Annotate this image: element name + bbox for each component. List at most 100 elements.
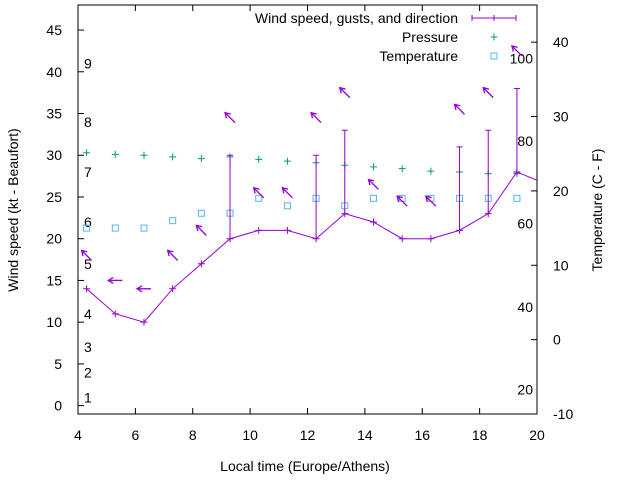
gust-bar	[313, 154, 320, 239]
beaufort-labels: 1 2 3 4 5 6 7 8 9	[84, 55, 92, 405]
wind-point	[484, 210, 492, 218]
wind-point	[169, 285, 177, 293]
wind-point	[83, 285, 91, 293]
pressure-point	[197, 155, 205, 163]
y-tick-label: 25	[46, 189, 62, 205]
wind-point	[283, 226, 291, 234]
x-tick-label: 12	[300, 427, 316, 443]
direction-arrow	[224, 111, 236, 124]
gust-bars	[227, 87, 520, 239]
pressure-series	[83, 149, 521, 178]
direction-arrow	[281, 186, 293, 199]
fahrenheit-label: 40	[517, 299, 533, 315]
gust-bar	[227, 154, 234, 239]
y-tick-label: 0	[54, 398, 62, 414]
wind-point	[226, 235, 234, 243]
legend-swatch-pressure	[490, 33, 498, 41]
y2-axis-label: Temperature (C - F)	[589, 149, 605, 272]
gust-bar	[341, 129, 348, 214]
y-tick-label: 20	[46, 231, 62, 247]
wind-point	[140, 318, 148, 326]
beaufort-label: 8	[84, 114, 92, 130]
wind-series	[83, 168, 538, 326]
y-tick-label: 35	[46, 106, 62, 122]
wind-line	[86, 171, 538, 323]
beaufort-label: 3	[84, 339, 92, 355]
beaufort-label: 9	[84, 55, 92, 71]
temperature-point	[111, 224, 119, 232]
y2-tick-label: -10	[553, 406, 573, 422]
y-axis-label: Wind speed (kt - Beaufort)	[5, 128, 21, 291]
pressure-point	[83, 149, 91, 157]
y-tick-label: 30	[46, 147, 62, 163]
y2-tick-label: 10	[553, 257, 569, 273]
beaufort-label: 6	[84, 214, 92, 230]
wind-point	[513, 168, 521, 176]
x-tick-label: 6	[131, 427, 139, 443]
y2-tick-label: 40	[553, 34, 569, 50]
pressure-point	[255, 155, 263, 163]
pressure-point	[398, 165, 406, 173]
direction-arrow	[396, 195, 408, 207]
pressure-point	[369, 163, 377, 171]
beaufort-label: 1	[84, 389, 92, 405]
wind-point	[398, 235, 406, 243]
temperature-point	[369, 194, 377, 202]
y-tick-label: 15	[46, 272, 62, 288]
legend-swatch-temperature	[490, 52, 498, 60]
wind-point	[341, 210, 349, 218]
wind-point	[427, 235, 435, 243]
temperature-point	[140, 224, 148, 232]
direction-arrow	[252, 186, 265, 199]
x-tick-label: 14	[357, 427, 373, 443]
gust-bar	[456, 146, 463, 231]
plot-frame	[77, 4, 538, 415]
temperature-point	[255, 194, 263, 202]
direction-arrow	[195, 224, 207, 236]
gust-bar	[513, 87, 520, 172]
fahrenheit-label: 60	[517, 216, 533, 232]
temperature-point	[83, 224, 91, 232]
direction-arrow	[166, 249, 179, 261]
temperature-point	[169, 217, 177, 225]
temperature-point	[283, 202, 291, 210]
x-axis-label: Local time (Europe/Athens)	[220, 458, 390, 474]
beaufort-label: 4	[84, 306, 92, 322]
x-tick-label: 16	[414, 427, 430, 443]
fahrenheit-label: 100	[510, 51, 534, 67]
direction-arrow	[453, 103, 466, 115]
x-tick-label: 4	[74, 427, 82, 443]
direction-arrow	[367, 178, 379, 190]
wind-point	[369, 218, 377, 226]
fahrenheit-label: 20	[517, 381, 533, 397]
pressure-point	[140, 151, 148, 159]
direction-arrow	[80, 249, 93, 261]
y2-tick-label: 30	[553, 109, 569, 125]
direction-arrow	[107, 276, 123, 285]
x-tick-label: 20	[529, 427, 545, 443]
temperature-series	[83, 194, 521, 232]
fahrenheit-labels: 20 40 60 80 100	[510, 51, 534, 398]
beaufort-label: 7	[84, 164, 92, 180]
wind-point	[197, 260, 205, 268]
fahrenheit-label: 80	[517, 133, 533, 149]
legend-swatch-wind	[471, 15, 517, 21]
temperature-point	[513, 194, 521, 202]
y-tick-label: 10	[46, 314, 62, 330]
y-tick-label: 5	[54, 356, 62, 372]
pressure-point	[111, 150, 119, 158]
y-tick-label: 45	[46, 22, 62, 38]
legend: Wind speed, gusts, and direction Pressure…	[255, 10, 517, 64]
wind-point	[111, 310, 119, 318]
legend-label: Wind speed, gusts, and direction	[255, 10, 458, 26]
pressure-point	[283, 157, 291, 165]
wind-point	[456, 226, 464, 234]
y2-tick-label: 0	[553, 332, 561, 348]
wind-point	[255, 226, 263, 234]
direction-arrow	[482, 86, 494, 99]
legend-label: Pressure	[402, 29, 458, 45]
direction-arrow	[511, 45, 523, 57]
wind-point	[312, 235, 320, 243]
temperature-point	[197, 209, 205, 217]
